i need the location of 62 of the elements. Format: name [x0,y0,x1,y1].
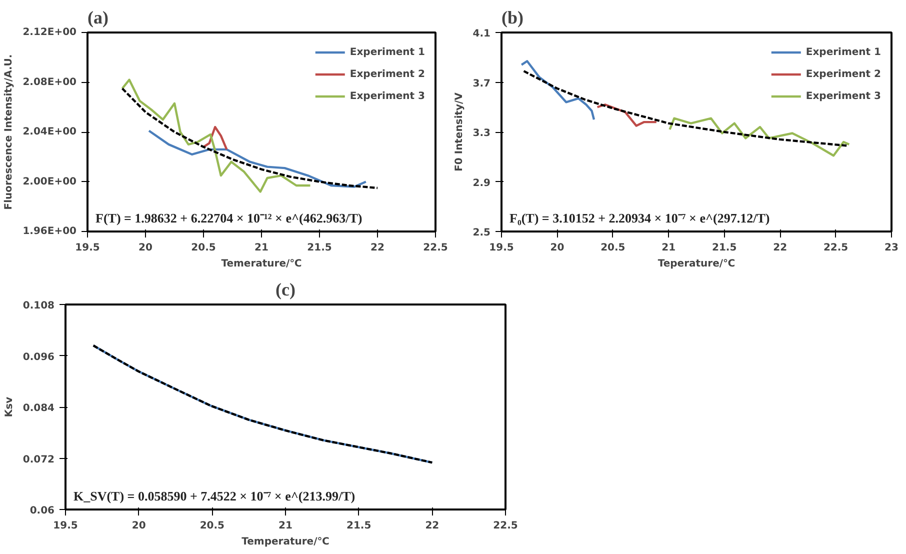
annotation: K_SV(T) = 0.058590 + 7.4522 × 10⁻⁷ × e^(213.99/T) [74,488,356,504]
x-tick-label: 20 [550,242,564,254]
y-tick-label: 0.108 [22,300,55,312]
x-axis-title: Temperature/℃ [242,536,330,548]
legend-label: Experiment 3 [806,90,881,102]
x-tick-label: 20.5 [191,242,216,254]
chart-title: (b) [502,8,524,28]
y-axis-title: F0 Intensity/V [454,92,465,172]
y-tick-label: 2.9 [472,178,491,189]
chart-title: (a) [88,8,108,28]
x-tick-label: 21.5 [712,242,737,254]
line-series [92,344,434,464]
y-tick-label: 0.06 [30,506,55,516]
x-tick-label: 19.5 [53,520,78,532]
legend-label: Experiment 2 [806,68,881,80]
y-tick-label: 2.00E+00 [22,176,77,188]
x-axis-title: Teperature/℃ [658,258,736,270]
y-tick-label: 0.072 [22,454,55,466]
y-tick-label: 2.12E+00 [22,27,77,38]
x-tick-label: 21 [254,242,268,254]
x-tick-label: 22 [773,242,788,254]
line-series [121,78,312,193]
x-axis-title: Temerature/℃ [221,258,302,270]
y-tick-label: 4.1 [472,28,491,40]
line-series [668,117,850,157]
y-tick-label: 0.084 [22,403,55,414]
x-tick-label: 23 [884,242,898,254]
y-tick-label: 0.096 [22,352,55,363]
y-axis-title: Ksv [4,396,15,418]
y-tick-label: 2.04E+00 [22,126,77,138]
x-tick-label: 22.5 [493,520,518,532]
legend-label: Experiment 3 [350,90,425,102]
x-tick-label: 22.5 [423,242,448,254]
legend-label: Experiment 1 [350,46,425,58]
chart-title: (c) [276,280,296,300]
x-tick-label: 22 [370,242,384,254]
x-tick-label: 21 [662,242,676,254]
line-series [148,130,367,188]
line-series [520,60,596,121]
x-tick-label: 19.5 [489,242,514,254]
legend-label: Experiment 1 [806,46,881,58]
y-tick-label: 3.3 [472,128,491,139]
x-tick-label: 21 [278,520,292,532]
x-tick-label: 20 [138,242,152,254]
x-tick-label: 20.5 [200,520,225,532]
line-series [596,104,658,127]
line-series [202,126,228,151]
y-tick-label: 2.08E+00 [22,76,77,88]
annotation: F(T) = 1.98632 + 6.22704 × 10⁻¹² × e^(462.963/T) [96,210,362,226]
y-axis-title: Fluorescence Intensity/A.U. [4,54,15,210]
legend-label: Experiment 2 [350,68,425,80]
annotation: F₀(T) = 3.10152 + 2.20934 × 10⁻⁷ × e^(297.12/T) [510,210,770,226]
x-tick-label: 22 [425,520,440,532]
y-tick-label: 3.7 [472,78,491,90]
x-tick-label: 21.5 [346,520,372,532]
x-tick-label: 20 [132,520,146,532]
x-tick-label: 20.5 [600,242,626,254]
x-tick-label: 21.5 [307,242,332,254]
x-tick-label: 22.5 [823,242,848,254]
y-tick-label: 2.5 [472,228,491,238]
y-tick-label: 1.96E+00 [22,226,77,237]
x-tick-label: 19.5 [75,242,100,254]
